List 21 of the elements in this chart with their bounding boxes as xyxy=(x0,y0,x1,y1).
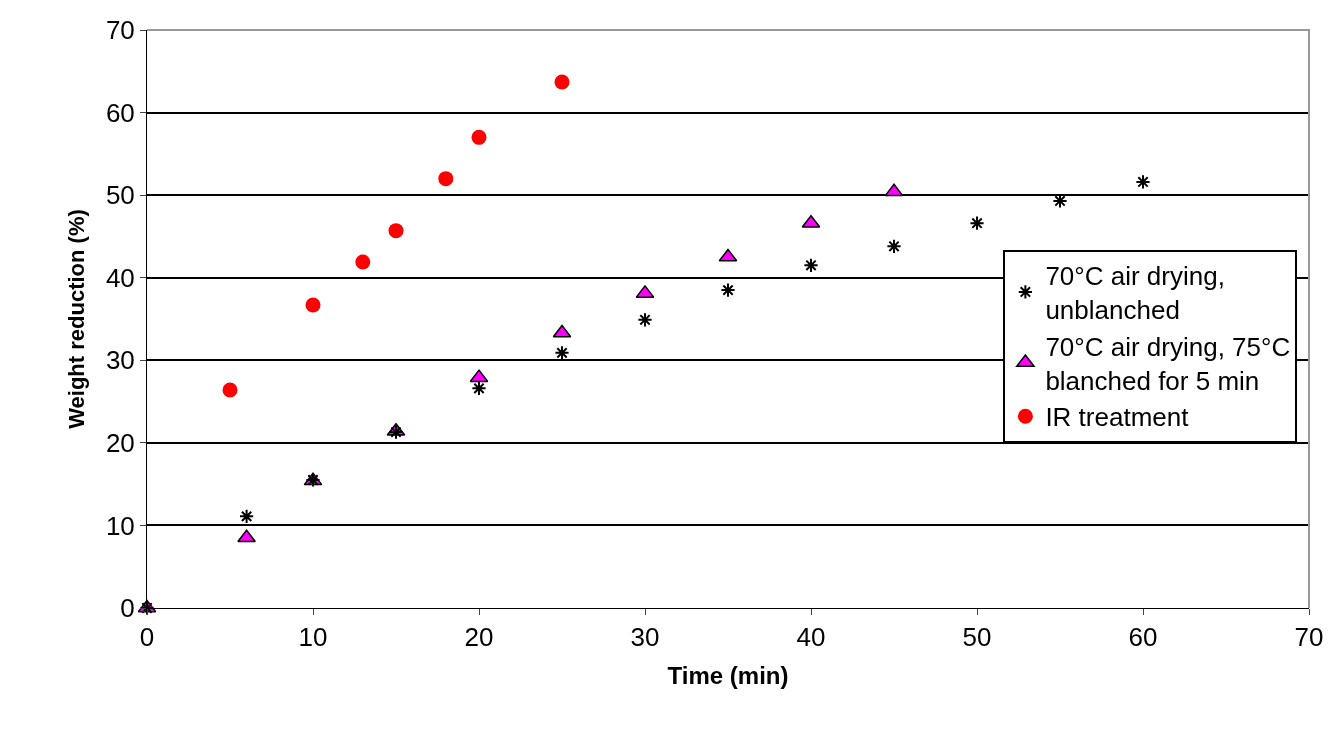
x-tick-label: 60 xyxy=(1128,622,1158,653)
x-tick-label: 20 xyxy=(464,622,494,653)
legend-label: 70°C air drying, 75°C blanched for 5 min xyxy=(1045,331,1291,396)
x-tick-label: 10 xyxy=(298,622,328,653)
y-tick-label: 0 xyxy=(120,593,135,624)
y-tick-label: 40 xyxy=(105,262,135,293)
x-tick-label: 0 xyxy=(139,622,155,653)
y-tick-label: 10 xyxy=(105,510,135,541)
y-tick-label: 30 xyxy=(105,345,135,376)
y-axis-title: Weight reduction (%) xyxy=(63,209,89,429)
x-tick-label: 70 xyxy=(1294,622,1324,653)
y-tick-label: 50 xyxy=(105,180,135,211)
x-axis-title: Time (min) xyxy=(667,661,789,689)
y-tick-label: 60 xyxy=(105,97,135,128)
y-tick-label: 20 xyxy=(105,427,135,458)
y-tick-label: 70 xyxy=(105,15,135,46)
legend-label: 70°C air drying, unblanched xyxy=(1045,261,1225,325)
x-tick-label: 50 xyxy=(962,622,992,653)
x-tick-label: 40 xyxy=(796,622,826,653)
legend-label: IR treatment xyxy=(1045,402,1190,433)
x-tick-label: 30 xyxy=(630,622,660,653)
